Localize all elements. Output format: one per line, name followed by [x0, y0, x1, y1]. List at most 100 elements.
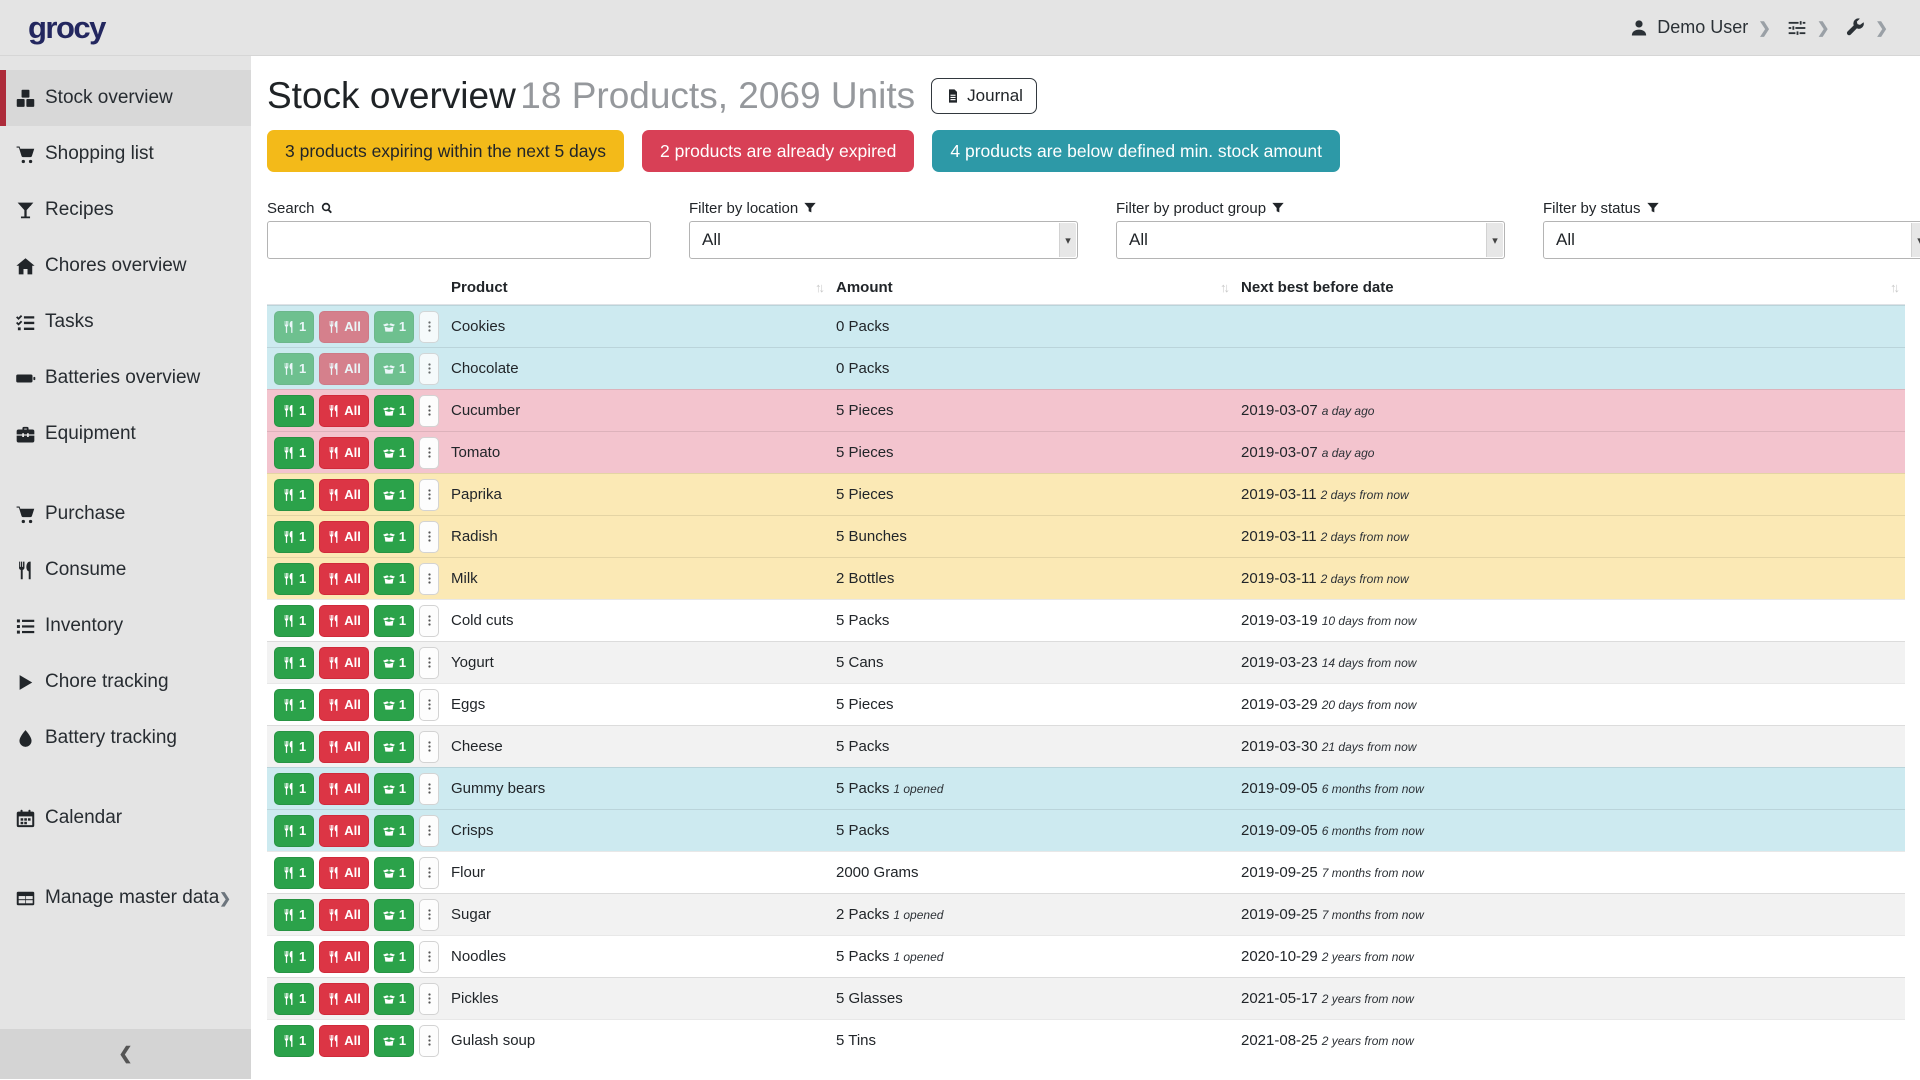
consume-all-button[interactable]: All [319, 521, 369, 553]
product-column-header[interactable]: Product ↑↓ [445, 271, 830, 304]
sidebar-item-manage-master-data[interactable]: Manage master data❯ [0, 870, 251, 926]
open-product-button[interactable]: 1 [374, 815, 414, 847]
consume-all-button[interactable]: All [319, 311, 369, 343]
row-context-menu-button[interactable] [419, 647, 439, 679]
consume-one-button[interactable]: 1 [274, 773, 314, 805]
consume-all-button[interactable]: All [319, 353, 369, 385]
consume-one-button[interactable]: 1 [274, 563, 314, 595]
consume-all-button[interactable]: All [319, 395, 369, 427]
sidebar-item-batteries-overview[interactable]: Batteries overview [0, 350, 251, 406]
open-product-button[interactable]: 1 [374, 479, 414, 511]
consume-one-button[interactable]: 1 [274, 1025, 314, 1057]
open-product-button[interactable]: 1 [374, 353, 414, 385]
open-product-button[interactable]: 1 [374, 941, 414, 973]
consume-all-button[interactable]: All [319, 731, 369, 763]
row-context-menu-button[interactable] [419, 437, 439, 469]
open-product-button[interactable]: 1 [374, 689, 414, 721]
consume-all-button[interactable]: All [319, 479, 369, 511]
stock-settings-menu[interactable]: ❯ [1787, 18, 1832, 38]
sidebar-collapse-button[interactable]: ❮ [0, 1029, 251, 1079]
row-context-menu-button[interactable] [419, 479, 439, 511]
row-context-menu-button[interactable] [419, 899, 439, 931]
consume-one-button[interactable]: 1 [274, 395, 314, 427]
open-product-button[interactable]: 1 [374, 899, 414, 931]
sidebar-item-recipes[interactable]: Recipes [0, 182, 251, 238]
sidebar-item-calendar[interactable]: Calendar [0, 790, 251, 846]
consume-one-button[interactable]: 1 [274, 689, 314, 721]
open-product-button[interactable]: 1 [374, 395, 414, 427]
consume-one-button[interactable]: 1 [274, 479, 314, 511]
consume-all-button[interactable]: All [319, 605, 369, 637]
sidebar-item-consume[interactable]: Consume [0, 542, 251, 598]
consume-all-button[interactable]: All [319, 983, 369, 1015]
date-column-header[interactable]: Next best before date ↑↓ [1235, 271, 1905, 304]
open-product-button[interactable]: 1 [374, 983, 414, 1015]
consume-one-button[interactable]: 1 [274, 353, 314, 385]
sidebar-item-battery-tracking[interactable]: Battery tracking [0, 710, 251, 766]
consume-one-button[interactable]: 1 [274, 731, 314, 763]
row-context-menu-button[interactable] [419, 773, 439, 805]
consume-one-button[interactable]: 1 [274, 815, 314, 847]
admin-menu[interactable]: ❯ [1845, 18, 1890, 38]
sidebar-item-chore-tracking[interactable]: Chore tracking [0, 654, 251, 710]
status-select[interactable]: All ▾ [1543, 221, 1920, 259]
open-product-button[interactable]: 1 [374, 647, 414, 679]
grocy-logo[interactable]: grocy [28, 10, 105, 46]
open-product-button[interactable]: 1 [374, 563, 414, 595]
consume-one-button[interactable]: 1 [274, 437, 314, 469]
open-product-button[interactable]: 1 [374, 605, 414, 637]
amount-column-header[interactable]: Amount ↑↓ [830, 271, 1235, 304]
consume-all-button[interactable]: All [319, 773, 369, 805]
consume-all-button[interactable]: All [319, 899, 369, 931]
sidebar-item-inventory[interactable]: Inventory [0, 598, 251, 654]
consume-all-button[interactable]: All [319, 857, 369, 889]
sidebar-item-shopping-list[interactable]: Shopping list [0, 126, 251, 182]
open-product-button[interactable]: 1 [374, 773, 414, 805]
row-context-menu-button[interactable] [419, 857, 439, 889]
row-context-menu-button[interactable] [419, 563, 439, 595]
open-product-button[interactable]: 1 [374, 731, 414, 763]
consume-all-button[interactable]: All [319, 647, 369, 679]
row-context-menu-button[interactable] [419, 815, 439, 847]
consume-all-button[interactable]: All [319, 437, 369, 469]
open-product-button[interactable]: 1 [374, 311, 414, 343]
consume-one-button[interactable]: 1 [274, 983, 314, 1015]
row-context-menu-button[interactable] [419, 1025, 439, 1057]
consume-one-button[interactable]: 1 [274, 647, 314, 679]
consume-one-button[interactable]: 1 [274, 899, 314, 931]
row-context-menu-button[interactable] [419, 605, 439, 637]
consume-all-button[interactable]: All [319, 689, 369, 721]
consume-one-button[interactable]: 1 [274, 311, 314, 343]
play-icon [15, 672, 36, 693]
row-context-menu-button[interactable] [419, 395, 439, 427]
consume-all-button[interactable]: All [319, 815, 369, 847]
open-product-button[interactable]: 1 [374, 521, 414, 553]
row-context-menu-button[interactable] [419, 983, 439, 1015]
row-context-menu-button[interactable] [419, 521, 439, 553]
row-context-menu-button[interactable] [419, 689, 439, 721]
consume-all-button[interactable]: All [319, 941, 369, 973]
consume-all-button[interactable]: All [319, 563, 369, 595]
consume-one-button[interactable]: 1 [274, 857, 314, 889]
consume-one-button[interactable]: 1 [274, 521, 314, 553]
user-menu[interactable]: Demo User ❯ [1629, 17, 1773, 38]
open-product-button[interactable]: 1 [374, 437, 414, 469]
sidebar-item-purchase[interactable]: Purchase [0, 486, 251, 542]
search-input[interactable] [267, 221, 651, 259]
row-context-menu-button[interactable] [419, 941, 439, 973]
consume-one-button[interactable]: 1 [274, 605, 314, 637]
open-product-button[interactable]: 1 [374, 857, 414, 889]
row-context-menu-button[interactable] [419, 731, 439, 763]
consume-all-button[interactable]: All [319, 1025, 369, 1057]
sidebar-item-stock-overview[interactable]: Stock overview [0, 70, 251, 126]
sidebar-item-chores-overview[interactable]: Chores overview [0, 238, 251, 294]
journal-button[interactable]: Journal [931, 78, 1037, 114]
product-group-select[interactable]: All ▾ [1116, 221, 1505, 259]
open-product-button[interactable]: 1 [374, 1025, 414, 1057]
sidebar-item-equipment[interactable]: Equipment [0, 406, 251, 462]
location-select[interactable]: All ▾ [689, 221, 1078, 259]
sidebar-item-tasks[interactable]: Tasks [0, 294, 251, 350]
consume-one-button[interactable]: 1 [274, 941, 314, 973]
row-context-menu-button[interactable] [419, 353, 439, 385]
row-context-menu-button[interactable] [419, 311, 439, 343]
